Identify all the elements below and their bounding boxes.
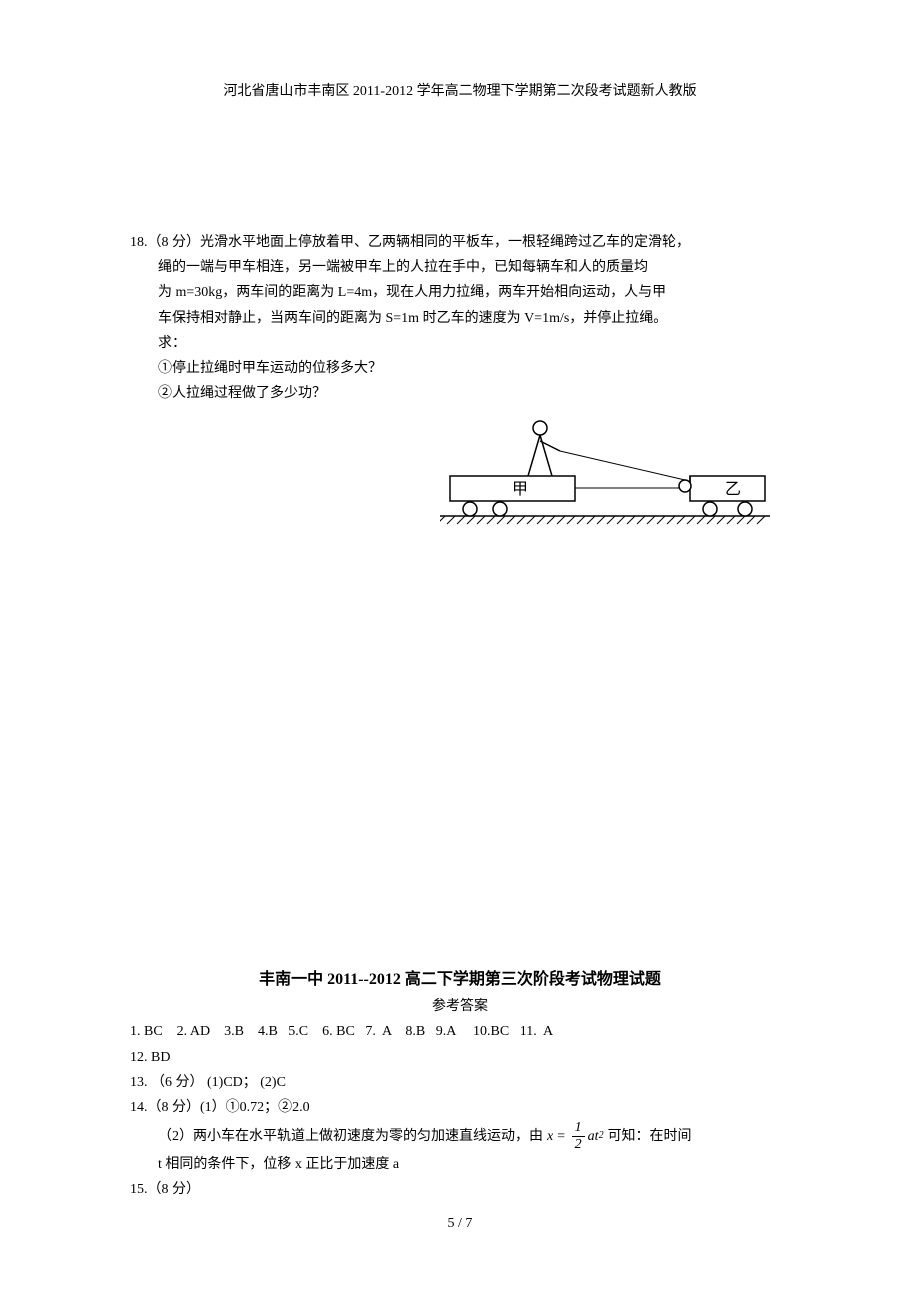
rope-top xyxy=(560,451,685,480)
label-yi: 乙 xyxy=(725,481,741,498)
wheel-yi-1 xyxy=(703,502,717,516)
answer-line-14-2: （2）两小车在水平轨道上做初速度为零的匀加速直线运动，由 x = 1 2 at … xyxy=(158,1120,790,1152)
wheel-jia-2 xyxy=(493,502,507,516)
pulley-icon xyxy=(679,480,691,492)
page-header: 河北省唐山市丰南区 2011-2012 学年高二物理下学期第二次段考试题新人教版 xyxy=(0,0,920,100)
wheel-yi-2 xyxy=(738,502,752,516)
answer-title: 丰南一中 2011--2012 高二下学期第三次阶段考试物理试题 xyxy=(130,966,790,995)
formula-eq: = xyxy=(556,1124,565,1149)
physics-diagram: 甲 乙 xyxy=(440,416,770,536)
page-number: 5 / 7 xyxy=(448,1216,473,1231)
q18-first-line: 18.（8 分） 光滑水平地面上停放着甲、乙两辆相同的平板车，一根轻绳跨过乙车的… xyxy=(130,230,790,255)
person-leg-left xyxy=(528,435,540,476)
formula-exp: 2 xyxy=(599,1127,604,1145)
fraction-num: 1 xyxy=(572,1120,585,1136)
q18-line2: 绳的一端与甲车相连，另一端被甲车上的人拉在手中，已知每辆车和人的质量均 xyxy=(158,255,790,280)
answer-line-14-1: 14.（8 分）(1）①0.72；②2.0 xyxy=(130,1095,790,1120)
answer-line-2: 12. BD xyxy=(130,1045,790,1070)
answer-line-1: 1. BC 2. AD 3.B 4.B 5.C 6. BC 7. A 8.B 9… xyxy=(130,1019,790,1044)
answer-line-14-2-cont: t 相同的条件下，位移 x 正比于加速度 a xyxy=(158,1152,790,1177)
question-18: 18.（8 分） 光滑水平地面上停放着甲、乙两辆相同的平板车，一根轻绳跨过乙车的… xyxy=(130,230,790,546)
label-jia: 甲 xyxy=(512,481,528,498)
q18-sub1: ①停止拉绳时甲车运动的位移多大？ xyxy=(158,356,790,381)
answer-line-13: 13. （6 分） (1)CD； (2)C xyxy=(130,1070,790,1095)
person-head xyxy=(533,421,547,435)
page-footer: 5 / 7 xyxy=(0,1216,920,1232)
ans14-2-pre: （2）两小车在水平轨道上做初速度为零的匀加速直线运动，由 xyxy=(158,1124,543,1149)
q18-line4: 车保持相对静止，当两车间的距离为 S=1m 时乙车的速度为 V=1m/s，并停止… xyxy=(158,306,790,331)
q18-text-line1: 光滑水平地面上停放着甲、乙两辆相同的平板车，一根轻绳跨过乙车的定滑轮， xyxy=(200,230,690,255)
content-area: 18.（8 分） 光滑水平地面上停放着甲、乙两辆相同的平板车，一根轻绳跨过乙车的… xyxy=(0,100,920,1202)
q18-sub2: ②人拉绳过程做了多少功？ xyxy=(158,381,790,406)
q18-line5: 求： xyxy=(158,331,790,356)
header-text: 河北省唐山市丰南区 2011-2012 学年高二物理下学期第二次段考试题新人教版 xyxy=(223,84,696,99)
fraction-half: 1 2 xyxy=(572,1120,585,1152)
ground-hatch xyxy=(440,516,765,524)
answer-subtitle: 参考答案 xyxy=(130,994,790,1019)
answer-line-15: 15.（8 分） xyxy=(130,1177,790,1202)
formula-at: at xyxy=(588,1124,599,1149)
formula-x-eq: x = 1 2 at 2 xyxy=(547,1120,604,1152)
answer-section: 丰南一中 2011--2012 高二下学期第三次阶段考试物理试题 参考答案 1.… xyxy=(130,966,790,1203)
ans14-2-post: 可知：在时间 xyxy=(608,1124,692,1149)
q18-number: 18.（8 分） xyxy=(130,230,200,255)
fraction-den: 2 xyxy=(572,1137,585,1152)
wheel-jia-1 xyxy=(463,502,477,516)
formula-x: x xyxy=(547,1124,553,1149)
diagram-container: 甲 乙 xyxy=(130,416,790,545)
q18-line3: 为 m=30kg，两车间的距离为 L=4m，现在人用力拉绳，两车开始相向运动，人… xyxy=(158,280,790,305)
